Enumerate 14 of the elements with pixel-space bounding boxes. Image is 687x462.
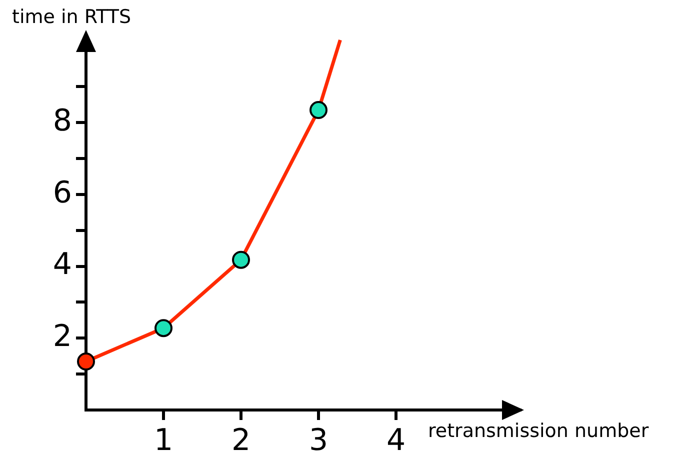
point xyxy=(77,352,95,371)
y-axis-title: time in RTTS xyxy=(12,6,132,28)
x-tick-label: 4 xyxy=(386,422,406,458)
y-tick-label: 8 xyxy=(52,103,72,138)
x-tick-label: 1 xyxy=(154,422,174,458)
y-tick-label: 2 xyxy=(52,318,72,354)
x-tick-label: 2 xyxy=(231,422,251,458)
point xyxy=(232,250,250,269)
y-tick-label: 4 xyxy=(52,247,72,282)
point xyxy=(154,319,172,338)
x-tick-label: 3 xyxy=(308,422,328,458)
y-tick-label: 6 xyxy=(52,175,72,210)
x-axis-title: retransmission number xyxy=(428,420,649,442)
point xyxy=(310,101,328,120)
